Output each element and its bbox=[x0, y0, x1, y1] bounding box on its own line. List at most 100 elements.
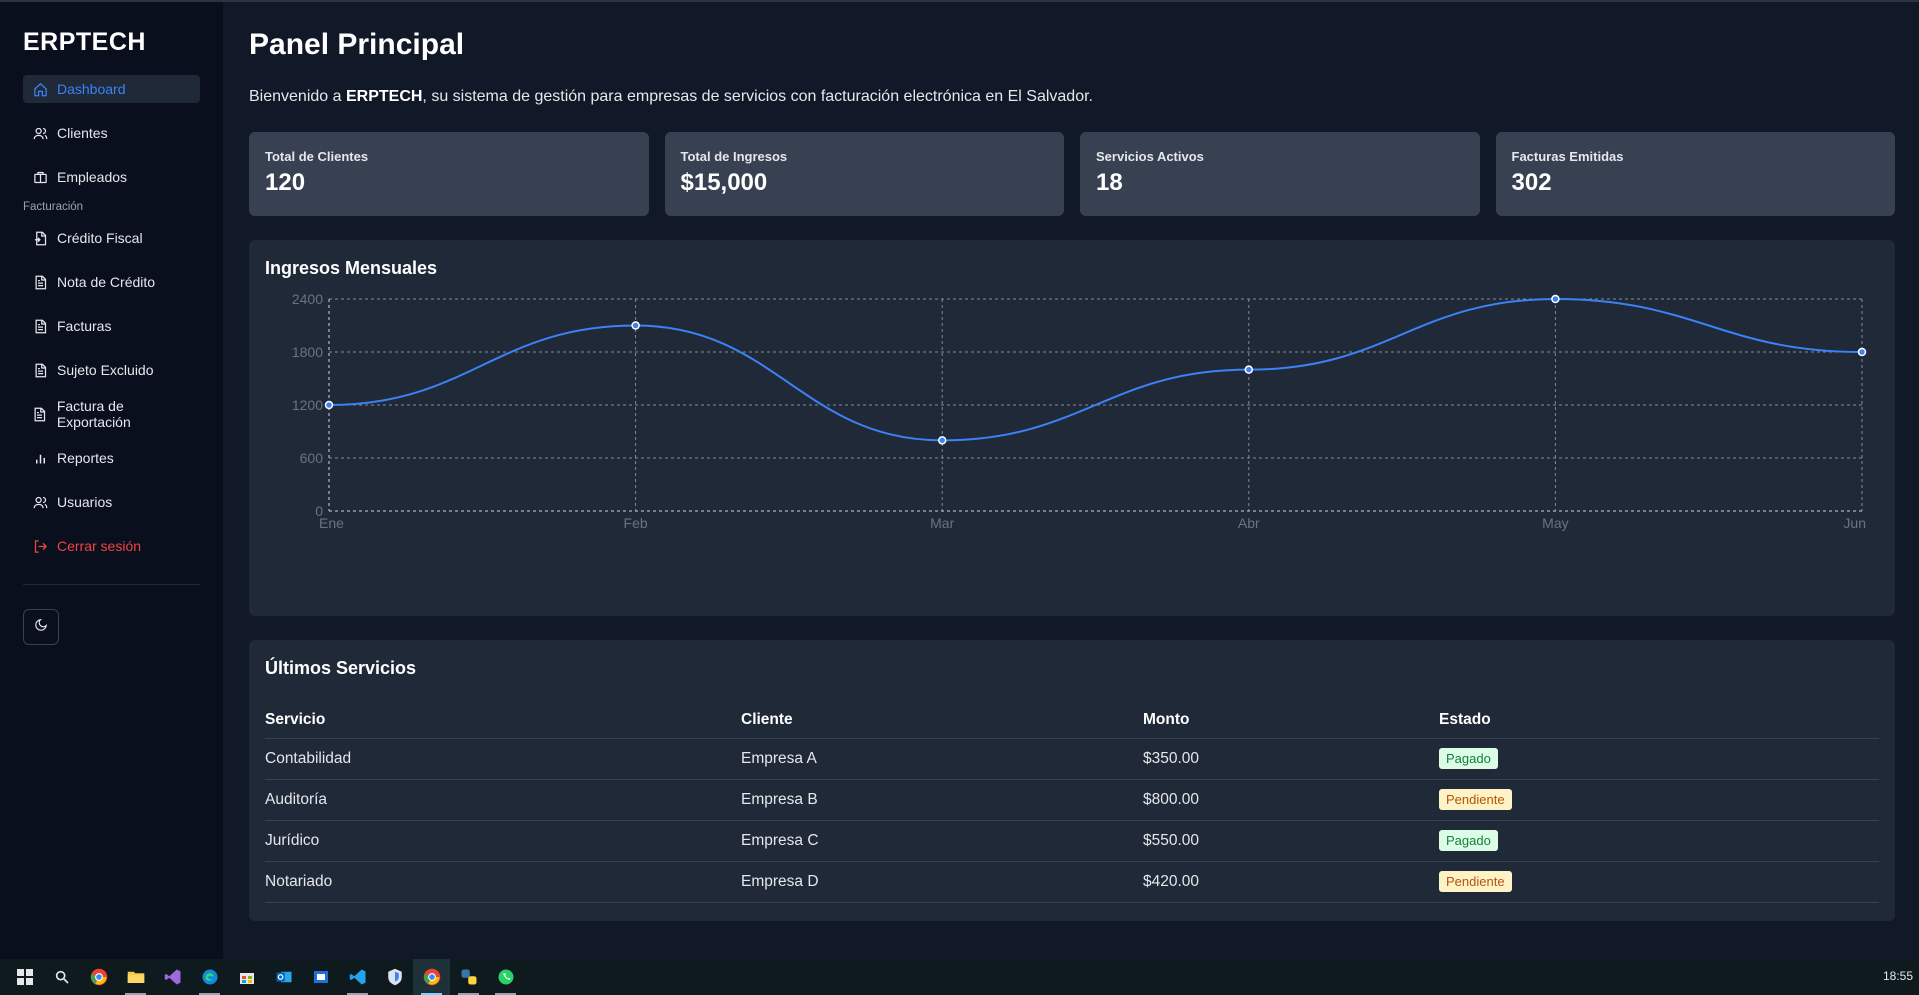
table-row: Jurídico Empresa C $550.00 Pagado bbox=[265, 820, 1879, 862]
stat-card-servicios: Servicios Activos 18 bbox=[1080, 132, 1480, 216]
stat-value: 18 bbox=[1096, 169, 1123, 196]
stat-value: $15,000 bbox=[680, 169, 768, 196]
sidebar-item-reportes[interactable]: Reportes bbox=[23, 444, 200, 472]
whatsapp-icon[interactable] bbox=[487, 959, 524, 995]
sidebar-item-nota-credito[interactable]: Nota de Crédito bbox=[23, 268, 200, 296]
briefcase-icon bbox=[32, 169, 48, 185]
app-icon[interactable] bbox=[302, 959, 339, 995]
cell-estado: Pendiente bbox=[1439, 779, 1879, 821]
main-content: Panel Principal Bienvenido a ERPTECH, su… bbox=[223, 0, 1919, 959]
stat-label: Servicios Activos bbox=[1096, 149, 1204, 164]
chrome-active-icon[interactable] bbox=[413, 959, 450, 995]
status-badge: Pendiente bbox=[1439, 789, 1512, 810]
stat-card-facturas: Facturas Emitidas 302 bbox=[1495, 132, 1895, 216]
section-label-facturacion: Facturación bbox=[23, 201, 84, 213]
column-header-servicio: Servicio bbox=[265, 703, 741, 739]
revenue-line-chart: 0 600 1200 1800 2400 Ene Feb Mar Abr May Jun bbox=[292, 291, 1867, 531]
outlook-icon[interactable] bbox=[265, 959, 302, 995]
running-indicator bbox=[125, 993, 146, 995]
logout-icon bbox=[32, 538, 48, 554]
table-row: Notariado Empresa D $420.00 Pendiente bbox=[265, 861, 1879, 903]
running-indicator bbox=[495, 993, 516, 995]
cell-estado: Pagado bbox=[1439, 738, 1879, 780]
sidebar-item-dashboard[interactable]: Dashboard bbox=[23, 75, 200, 103]
x-tick-label: Ene bbox=[319, 515, 344, 531]
sidebar-item-label: Dashboard bbox=[57, 81, 126, 97]
x-tick-label: Jun bbox=[1843, 515, 1866, 531]
sidebar-item-empleados[interactable]: Empleados bbox=[23, 163, 200, 191]
welcome-brand: ERPTECH bbox=[345, 88, 423, 105]
theme-toggle-button[interactable] bbox=[23, 609, 59, 645]
cell-monto: $420.00 bbox=[1143, 861, 1439, 903]
users-icon bbox=[32, 125, 48, 141]
welcome-suffix: , su sistema de gestión para empresas de… bbox=[422, 88, 1093, 105]
table-header-row: Servicio Cliente Monto Estado bbox=[265, 703, 1879, 739]
sidebar-item-clientes[interactable]: Clientes bbox=[23, 119, 200, 147]
search-icon[interactable] bbox=[43, 959, 80, 995]
logout-label: Cerrar sesión bbox=[57, 538, 142, 554]
file-explorer-icon[interactable] bbox=[117, 959, 154, 995]
cell-estado: Pendiente bbox=[1439, 861, 1879, 903]
cell-servicio: Auditoría bbox=[265, 779, 741, 821]
stat-card-clientes: Total de Clientes 120 bbox=[249, 132, 649, 216]
top-border bbox=[0, 0, 1919, 2]
sidebar: ERPTECH Dashboard Clientes Empleados Fac… bbox=[0, 0, 223, 959]
sidebar-item-label: Facturas bbox=[57, 318, 112, 334]
sidebar-item-facturas[interactable]: Facturas bbox=[23, 312, 200, 340]
visual-studio-icon[interactable] bbox=[154, 959, 191, 995]
home-icon bbox=[32, 81, 48, 97]
shield-app-icon[interactable] bbox=[376, 959, 413, 995]
column-header-estado: Estado bbox=[1439, 703, 1879, 739]
running-indicator bbox=[347, 993, 368, 995]
sidebar-item-label: Sujeto Excluido bbox=[57, 362, 154, 378]
cell-monto: $800.00 bbox=[1143, 779, 1439, 821]
windows-start-icon[interactable] bbox=[6, 959, 43, 995]
sidebar-divider bbox=[23, 584, 200, 585]
welcome-prefix: Bienvenido a bbox=[249, 88, 346, 105]
sidebar-item-label: Reportes bbox=[57, 450, 114, 466]
status-badge: Pendiente bbox=[1439, 871, 1512, 892]
sidebar-item-sujeto-excluido[interactable]: Sujeto Excluido bbox=[23, 356, 200, 384]
edge-icon[interactable] bbox=[191, 959, 228, 995]
y-tick-label: 600 bbox=[300, 450, 324, 466]
moon-icon bbox=[34, 618, 48, 637]
stat-value: 120 bbox=[265, 169, 306, 196]
users-icon bbox=[32, 494, 48, 510]
chrome-icon[interactable] bbox=[80, 959, 117, 995]
cell-cliente: Empresa D bbox=[741, 861, 1143, 903]
cell-estado: Pagado bbox=[1439, 820, 1879, 862]
sidebar-item-label: Nota de Crédito bbox=[57, 274, 156, 290]
series-line bbox=[328, 297, 1863, 442]
data-point bbox=[631, 321, 640, 330]
file-text-icon bbox=[32, 362, 48, 378]
cell-servicio: Notariado bbox=[265, 861, 741, 903]
sidebar-item-factura-exportacion[interactable]: Factura de Exportación bbox=[23, 398, 200, 430]
stat-label: Total de Clientes bbox=[265, 149, 369, 164]
y-tick-label: 0 bbox=[315, 503, 323, 519]
cell-servicio: Contabilidad bbox=[265, 738, 741, 780]
data-point bbox=[1857, 347, 1867, 357]
cell-monto: $350.00 bbox=[1143, 738, 1439, 780]
status-badge: Pagado bbox=[1439, 830, 1498, 851]
cell-servicio: Jurídico bbox=[265, 820, 741, 862]
cell-cliente: Empresa C bbox=[741, 820, 1143, 862]
file-text-icon bbox=[32, 318, 48, 334]
sidebar-item-usuarios[interactable]: Usuarios bbox=[23, 488, 200, 516]
x-tick-label: May bbox=[1542, 515, 1568, 531]
python-icon[interactable] bbox=[450, 959, 487, 995]
store-icon[interactable] bbox=[228, 959, 265, 995]
logout-button[interactable]: Cerrar sesión bbox=[23, 532, 200, 560]
stat-label: Total de Ingresos bbox=[680, 149, 788, 164]
table-row: Contabilidad Empresa A $350.00 Pagado bbox=[265, 738, 1879, 780]
x-tick-label: Abr bbox=[1238, 515, 1260, 531]
data-point bbox=[1244, 365, 1254, 374]
sidebar-item-credito-fiscal[interactable]: Crédito Fiscal bbox=[23, 224, 200, 252]
data-point bbox=[937, 436, 947, 445]
vscode-icon[interactable] bbox=[339, 959, 376, 995]
y-tick-label: 1800 bbox=[292, 344, 323, 360]
x-tick-label: Feb bbox=[624, 515, 648, 531]
stat-card-ingresos: Total de Ingresos $15,000 bbox=[664, 132, 1064, 216]
running-indicator bbox=[199, 993, 220, 995]
sidebar-item-label: Crédito Fiscal bbox=[57, 230, 143, 246]
clock-time[interactable]: 18:55 bbox=[1882, 969, 1913, 983]
